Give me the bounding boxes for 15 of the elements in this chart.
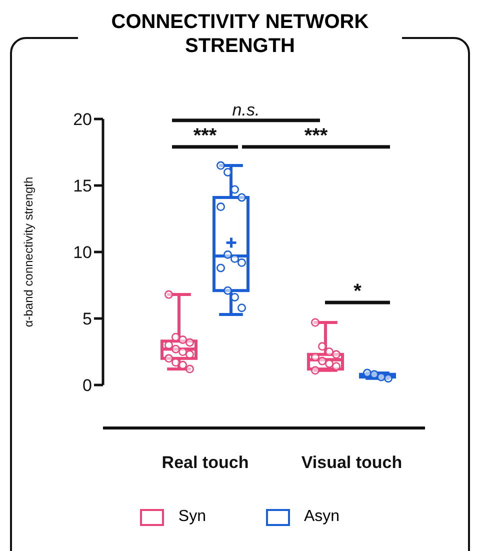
y-axis-title: α-band connectivity strength (21, 176, 36, 328)
annotation: n.s. (232, 100, 260, 120)
legend-label: Asyn (304, 508, 340, 526)
annotation: *** (304, 124, 328, 147)
x-tick-label: Real touch (162, 453, 249, 472)
y-tick-label: 0 (82, 376, 92, 396)
legend-label: Syn (178, 508, 206, 526)
y-tick-label: 5 (82, 310, 92, 329)
annotation: * (354, 280, 362, 303)
annotation: *** (193, 124, 217, 147)
y-tick-label: 20 (73, 110, 92, 130)
y-tick-label: 10 (73, 243, 92, 262)
y-tick-label: 15 (73, 176, 92, 196)
chart-title: CONNECTIVITY NETWORK STRENGTH (78, 10, 402, 58)
x-tick-label: Visual touch (301, 453, 402, 472)
